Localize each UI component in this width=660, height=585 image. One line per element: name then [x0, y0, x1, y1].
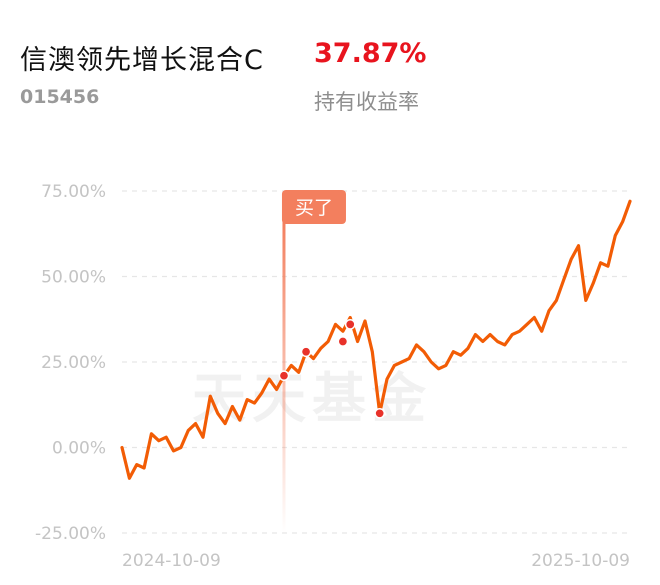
- y-tick-label: -25.00%: [35, 524, 106, 544]
- holding-return-label: 持有收益率: [314, 90, 419, 114]
- fund-code: 015456: [20, 86, 100, 108]
- event-point[interactable]: [300, 346, 312, 358]
- x-tick-label: 2024-10-09: [122, 551, 221, 571]
- y-tick-label: 50.00%: [41, 268, 106, 288]
- fund-name: 信澳领先增长混合C: [20, 45, 264, 76]
- series-line: [120, 199, 632, 480]
- buy-marker-tag[interactable]: [281, 190, 346, 224]
- event-points: [278, 319, 386, 419]
- buy-marker-label: 买了: [295, 197, 333, 219]
- y-tick-label: 0.00%: [52, 439, 106, 459]
- y-axis-ticks: 75.00% 50.00% 25.00% 0.00% -25.00%: [35, 182, 106, 544]
- event-point[interactable]: [278, 370, 290, 382]
- y-tick-label: 25.00%: [41, 353, 106, 373]
- event-point[interactable]: [344, 319, 356, 330]
- holding-return-value: 37.87%: [314, 38, 427, 69]
- x-tick-label: 2025-10-09: [531, 551, 630, 571]
- event-point[interactable]: [337, 336, 349, 347]
- x-axis-ticks: 2024-10-09 2025-10-09: [122, 551, 630, 571]
- event-point[interactable]: [374, 407, 386, 419]
- y-tick-label: 75.00%: [41, 182, 106, 202]
- gridlines: [122, 190, 630, 534]
